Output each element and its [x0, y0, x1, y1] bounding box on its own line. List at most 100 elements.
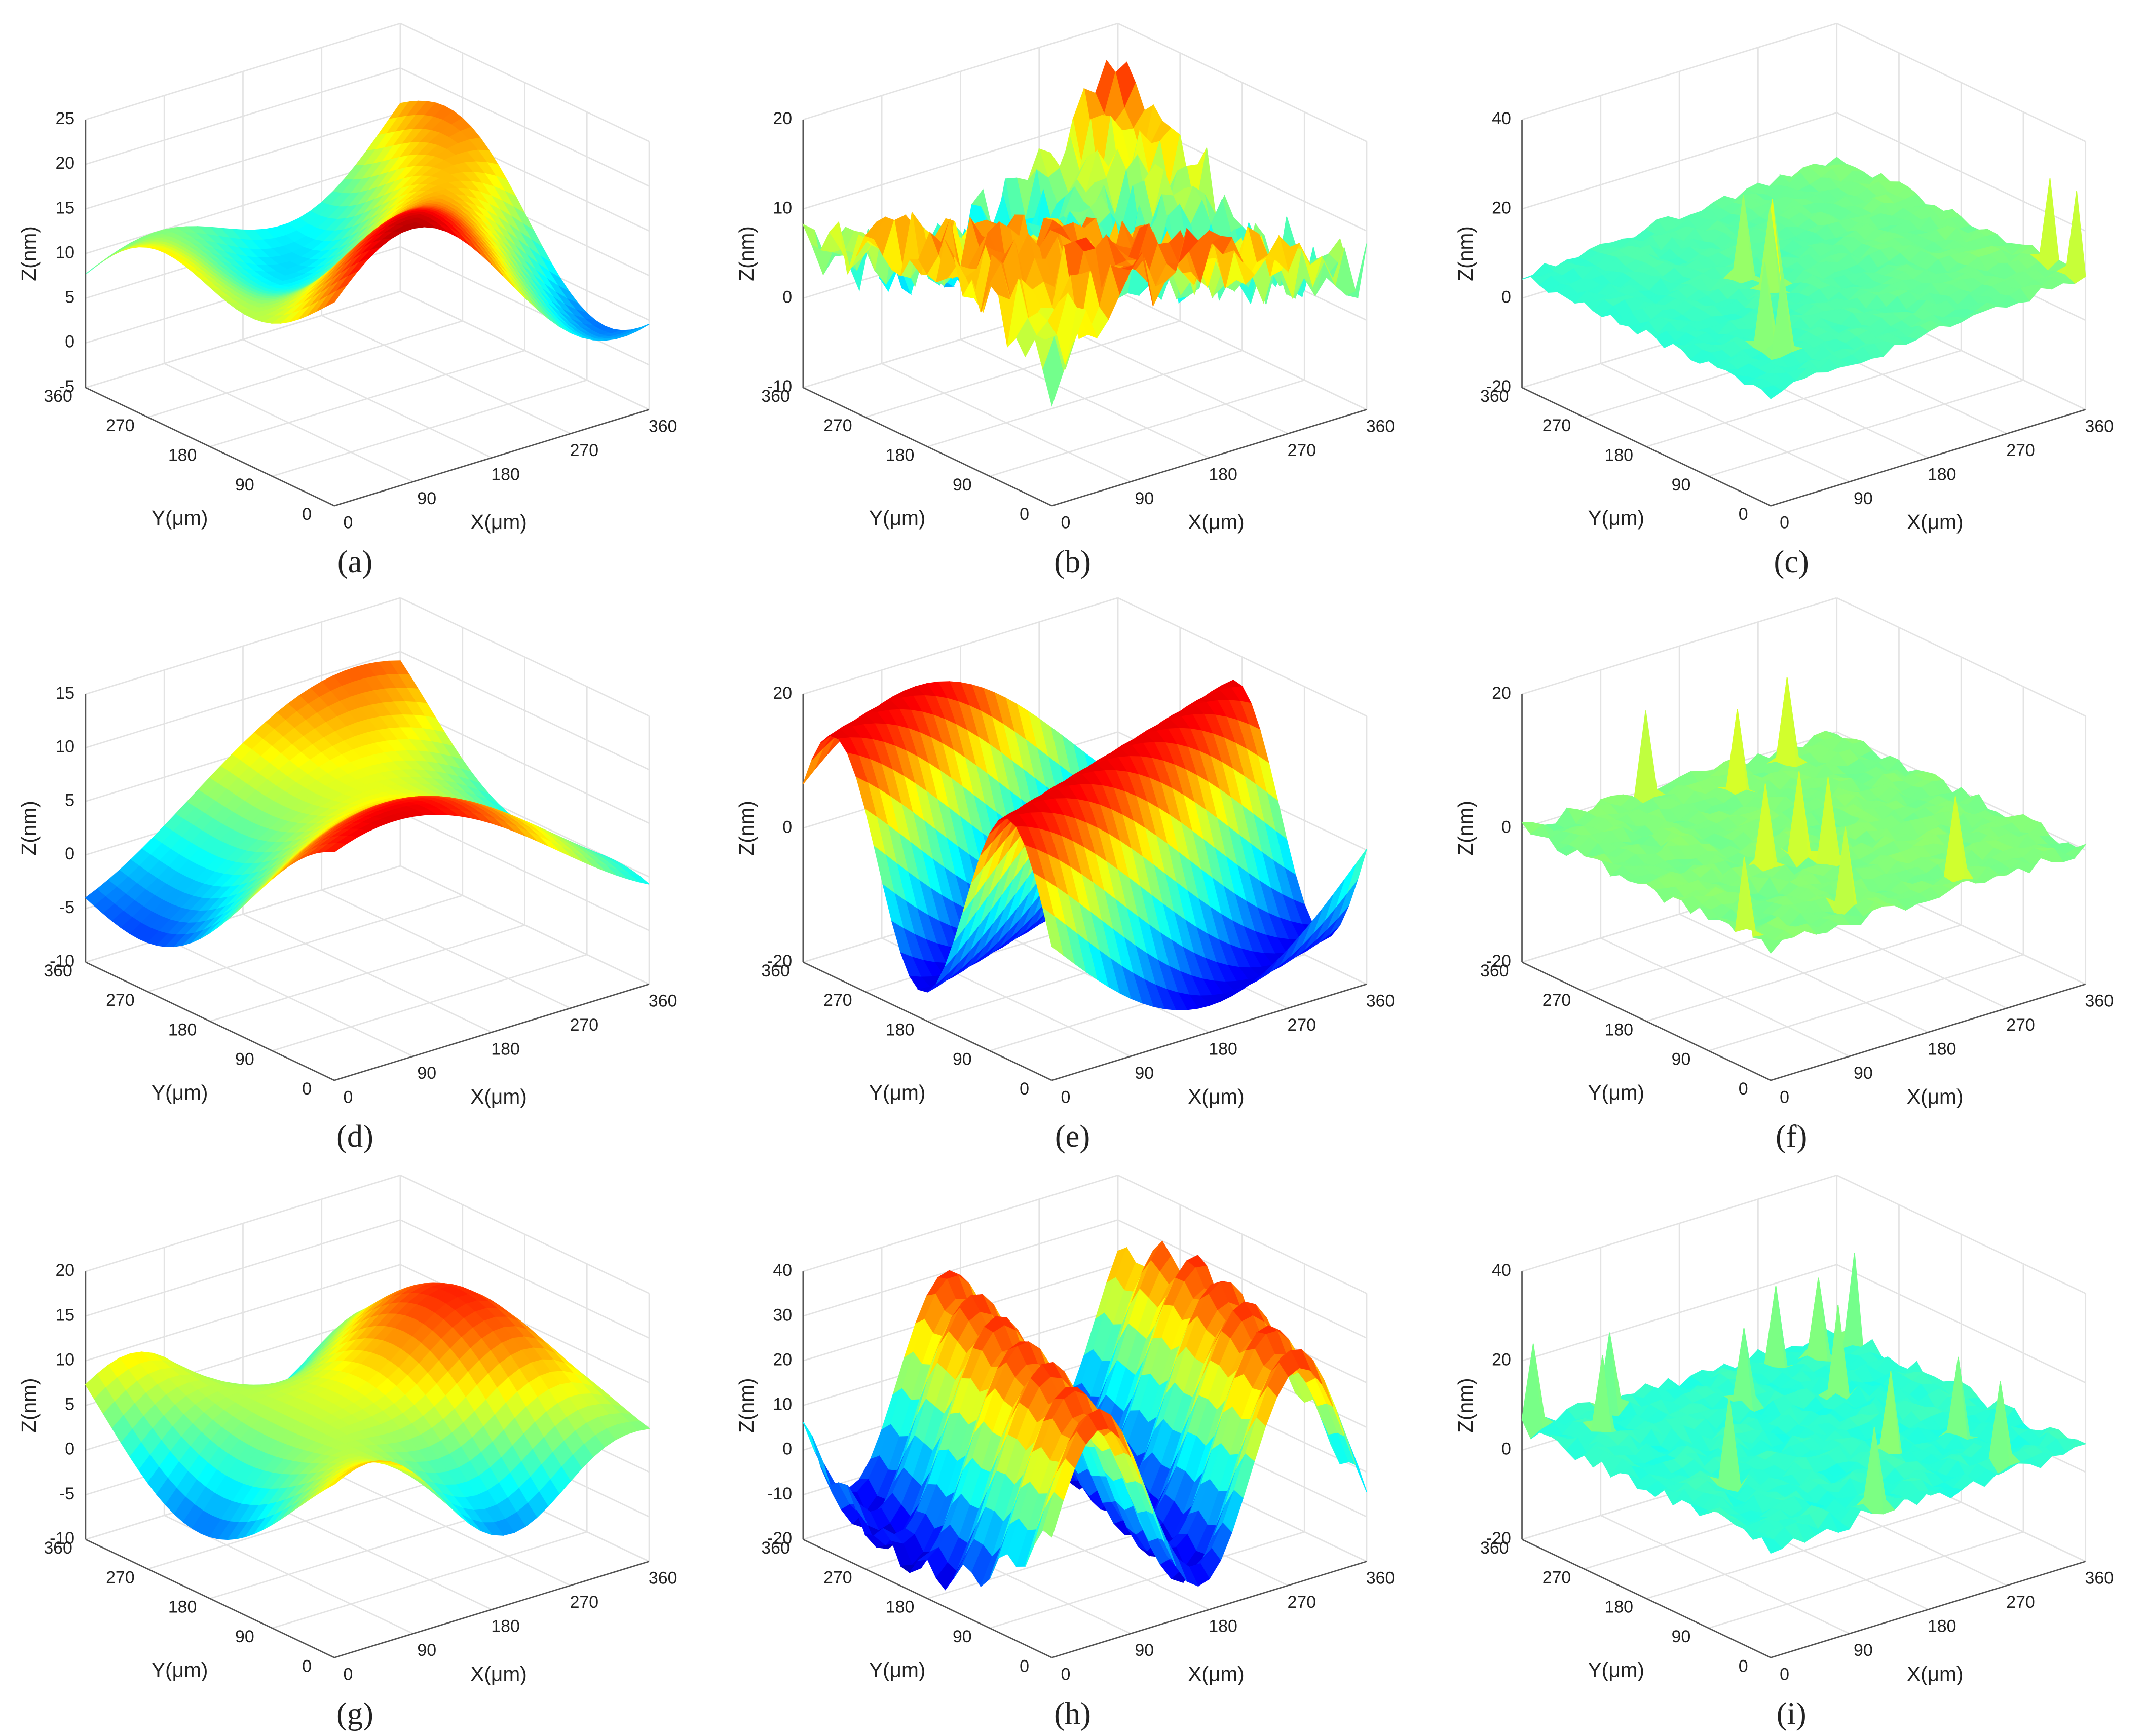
surface-patch: [803, 747, 824, 784]
z-tick-label: -20: [1486, 377, 1511, 396]
z-tick-label: -5: [59, 898, 74, 917]
z-axis-label: Z(nm): [17, 801, 41, 855]
y-tick-label: 90: [1672, 475, 1691, 495]
y-axis-line: [803, 387, 1052, 507]
y-tick-label: 270: [823, 416, 852, 435]
x-tick-label: 180: [1209, 465, 1237, 484]
z-axis-label: Z(nm): [17, 226, 41, 281]
surface-patch: [325, 286, 346, 307]
x-tick-label: 270: [1288, 441, 1316, 460]
panel-label: (e): [1055, 1119, 1090, 1154]
y-tick-label: 0: [1020, 505, 1029, 524]
grid-line: [272, 379, 587, 477]
z-tick-label: 25: [55, 109, 74, 128]
grid-line: [865, 320, 1181, 418]
y-tick-label: 360: [44, 387, 72, 406]
y-tick-label: 180: [1604, 446, 1633, 465]
y-tick-label: 360: [44, 961, 72, 980]
x-tick-label: 0: [1780, 513, 1789, 532]
x-tick-label: 180: [491, 465, 520, 484]
z-tick-label: 20: [773, 684, 792, 703]
grid-line: [803, 22, 1118, 121]
panel-label: (b): [1054, 544, 1091, 579]
grid-line: [147, 320, 463, 418]
grid-line: [1522, 22, 1837, 121]
x-tick-label: 90: [1854, 489, 1873, 508]
z-tick-label: 0: [782, 288, 792, 307]
x-axis-line: [1771, 409, 2086, 507]
surface-patch: [1761, 385, 1783, 399]
y-tick-label: 270: [106, 416, 135, 435]
x-tick-label: 90: [417, 489, 436, 508]
z-tick-label: 0: [1501, 288, 1511, 307]
x-tick-label: 360: [2085, 417, 2114, 436]
grid-line: [85, 22, 401, 121]
x-axis-line: [334, 983, 650, 1081]
surface: [85, 100, 650, 341]
surface-patch: [1346, 849, 1367, 894]
grid-line: [209, 350, 525, 447]
y-tick-label: 0: [1020, 1079, 1029, 1099]
surface: [802, 59, 1367, 407]
x-tick-label: 270: [1288, 1015, 1316, 1035]
y-tick-label: 180: [168, 446, 197, 465]
z-tick-label: 0: [65, 844, 74, 863]
subplot: -50510152025090180270360090180270360X(μm…: [17, 22, 678, 579]
z-tick-label: 5: [65, 288, 74, 307]
z-tick-label: 5: [65, 790, 74, 810]
grid-line: [1708, 954, 2024, 1052]
x-axis-label: X(μm): [1188, 510, 1245, 534]
panel-label: (a): [337, 544, 372, 579]
grid-line: [147, 894, 463, 993]
x-tick-label: 270: [570, 1015, 599, 1035]
z-tick-label: 20: [55, 154, 74, 173]
z-axis-label: Z(nm): [735, 226, 758, 281]
x-tick-label: 360: [1366, 417, 1395, 436]
z-tick-label: 20: [773, 109, 792, 128]
x-axis-label: X(μm): [1188, 1085, 1245, 1108]
z-tick-label: 15: [55, 198, 74, 217]
y-tick-label: 270: [1542, 416, 1571, 435]
grid-line: [272, 954, 587, 1052]
x-tick-label: 0: [1061, 513, 1071, 532]
z-tick-label: 10: [773, 198, 792, 217]
y-tick-label: 180: [886, 1020, 915, 1039]
y-tick-label: 90: [235, 1050, 254, 1069]
grid-line: [85, 290, 401, 389]
surface-patch: [628, 323, 650, 334]
grid-line: [1646, 924, 1962, 1022]
y-tick-label: 270: [823, 991, 852, 1010]
grid-line: [85, 865, 401, 963]
z-axis-label: Z(nm): [1454, 226, 1477, 281]
z-tick-label: 40: [1492, 109, 1511, 128]
z-tick-label: 10: [55, 737, 74, 757]
x-tick-label: 360: [1366, 991, 1395, 1010]
y-axis-line: [1521, 961, 1772, 1081]
subplot: -10-5051015090180270360090180270360X(μm)…: [17, 597, 678, 1154]
x-tick-label: 90: [1135, 489, 1154, 508]
x-tick-label: 90: [417, 1064, 436, 1083]
x-axis-label: X(μm): [470, 510, 527, 534]
subplot: -20020090180270360090180270360X(μm)Y(μm)…: [1454, 597, 2114, 1154]
z-tick-label: 0: [782, 817, 792, 837]
x-tick-label: 360: [649, 991, 678, 1010]
y-tick-label: 360: [761, 387, 790, 406]
surface-patch: [2038, 178, 2059, 272]
subplot: -2002040090180270360090180270360X(μm)Y(μ…: [1454, 22, 2114, 579]
y-axis-label: Y(μm): [1588, 506, 1645, 530]
x-tick-label: 0: [1061, 1087, 1071, 1107]
x-tick-label: 0: [344, 513, 353, 532]
x-tick-label: 180: [491, 1039, 520, 1059]
y-tick-label: 90: [235, 475, 254, 495]
y-tick-label: 90: [953, 1050, 972, 1069]
grid-line: [209, 924, 525, 1022]
surface: [1521, 677, 2087, 954]
z-tick-label: -5: [59, 377, 74, 396]
y-axis-label: Y(μm): [152, 506, 208, 530]
x-tick-label: 360: [649, 417, 678, 436]
y-tick-label: 180: [168, 1020, 197, 1039]
y-tick-label: 0: [302, 505, 312, 524]
grid-line: [1646, 350, 1962, 447]
y-tick-label: 90: [953, 475, 972, 495]
